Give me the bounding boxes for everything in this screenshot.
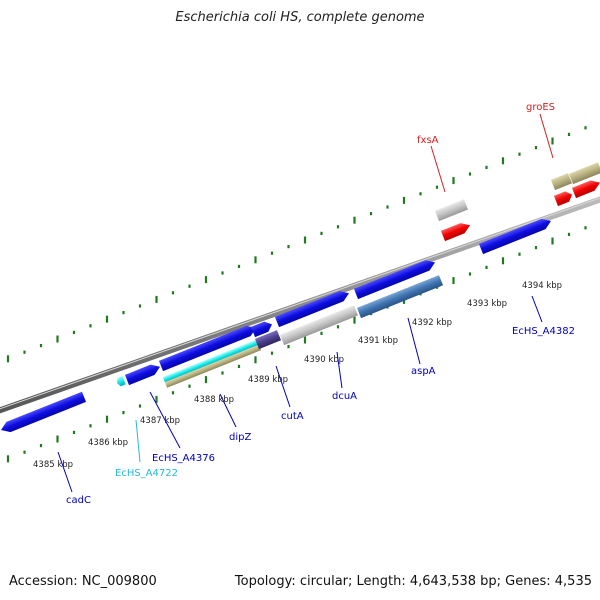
scale-label: 4392 kbp (412, 318, 452, 328)
scale-label-layer: 4385 kbp 4386 kbp 4387 kbp 4388 kbp 4389 kbp… (33, 281, 562, 470)
leader-line (275, 365, 291, 408)
leader-line (430, 145, 446, 193)
gene-aspA-neighbor[interactable] (353, 257, 437, 300)
backbone-layer (0, 196, 600, 414)
gene-groES[interactable] (553, 189, 574, 207)
leader-line (336, 351, 343, 389)
gene-dcuA[interactable] (279, 305, 359, 346)
gene-EcHS_A4722[interactable] (115, 376, 126, 387)
leader-line (219, 393, 237, 428)
gene-fxsA-partner[interactable] (434, 199, 469, 222)
leader-line (539, 113, 554, 159)
genome-backbone (0, 196, 600, 414)
gene-label-layer[interactable]: groES fxsA EcHS_A4382 aspA dcuA cutA dipZ EcHS_… (66, 102, 575, 506)
gene-cadC[interactable] (0, 391, 87, 435)
backbone-highlight (0, 197, 600, 410)
gene-groEL[interactable] (568, 162, 600, 185)
gene-dipZ-khaki[interactable] (164, 344, 262, 388)
gene-label[interactable]: groES (526, 102, 555, 113)
gene-groEL-fwd[interactable] (571, 177, 600, 199)
gene-aspA[interactable] (356, 275, 444, 319)
gene-cutA-neighbor[interactable] (250, 319, 274, 338)
leader-line (149, 391, 181, 449)
leader-line (531, 295, 543, 323)
gene-fxsA[interactable] (440, 220, 472, 242)
scale-label: 4393 kbp (467, 299, 507, 309)
gene-label[interactable]: dipZ (229, 432, 251, 443)
scale-label: 4385 kbp (33, 460, 73, 470)
gene-cutA[interactable] (254, 330, 282, 350)
scale-label: 4394 kbp (522, 281, 562, 291)
map-title: Escherichia coli HS, complete genome (175, 10, 425, 25)
gene-EcHS_A4376[interactable] (124, 362, 162, 386)
gene-label[interactable]: EcHS_A4382 (512, 326, 575, 337)
gene-dcuA-neighbor[interactable] (274, 288, 351, 328)
accession-label: Accession: NC_009800 (9, 574, 157, 589)
gene-dipZ-cyan[interactable] (162, 339, 260, 383)
leader-line (135, 419, 141, 463)
gene-label[interactable]: fxsA (417, 135, 439, 146)
gene-layer[interactable] (0, 162, 600, 435)
leader-line (57, 451, 73, 493)
scale-label: 4389 kbp (248, 375, 288, 385)
gene-label[interactable]: cutA (281, 411, 304, 422)
gene-EcHS_A4382[interactable] (478, 216, 553, 255)
scale-label: 4386 kbp (88, 438, 128, 448)
gene-dipZ-neighbor[interactable] (158, 323, 258, 372)
scale-label: 4388 kbp (194, 395, 234, 405)
gene-groES-partner[interactable] (550, 173, 573, 191)
scale-label: 4387 kbp (140, 416, 180, 426)
gene-label[interactable]: dcuA (332, 391, 357, 402)
gene-label[interactable]: EcHS_A4376 (152, 453, 215, 464)
leader-line (407, 317, 421, 365)
gene-label[interactable]: EcHS_A4722 (115, 468, 178, 479)
gene-label[interactable]: aspA (411, 366, 436, 377)
genome-summary-label: Topology: circular; Length: 4,643,538 bp… (234, 574, 592, 589)
leader-line-layer (57, 113, 554, 493)
gene-label[interactable]: cadC (66, 495, 91, 506)
scale-label: 4391 kbp (358, 336, 398, 346)
scale-label: 4390 kbp (304, 355, 344, 365)
